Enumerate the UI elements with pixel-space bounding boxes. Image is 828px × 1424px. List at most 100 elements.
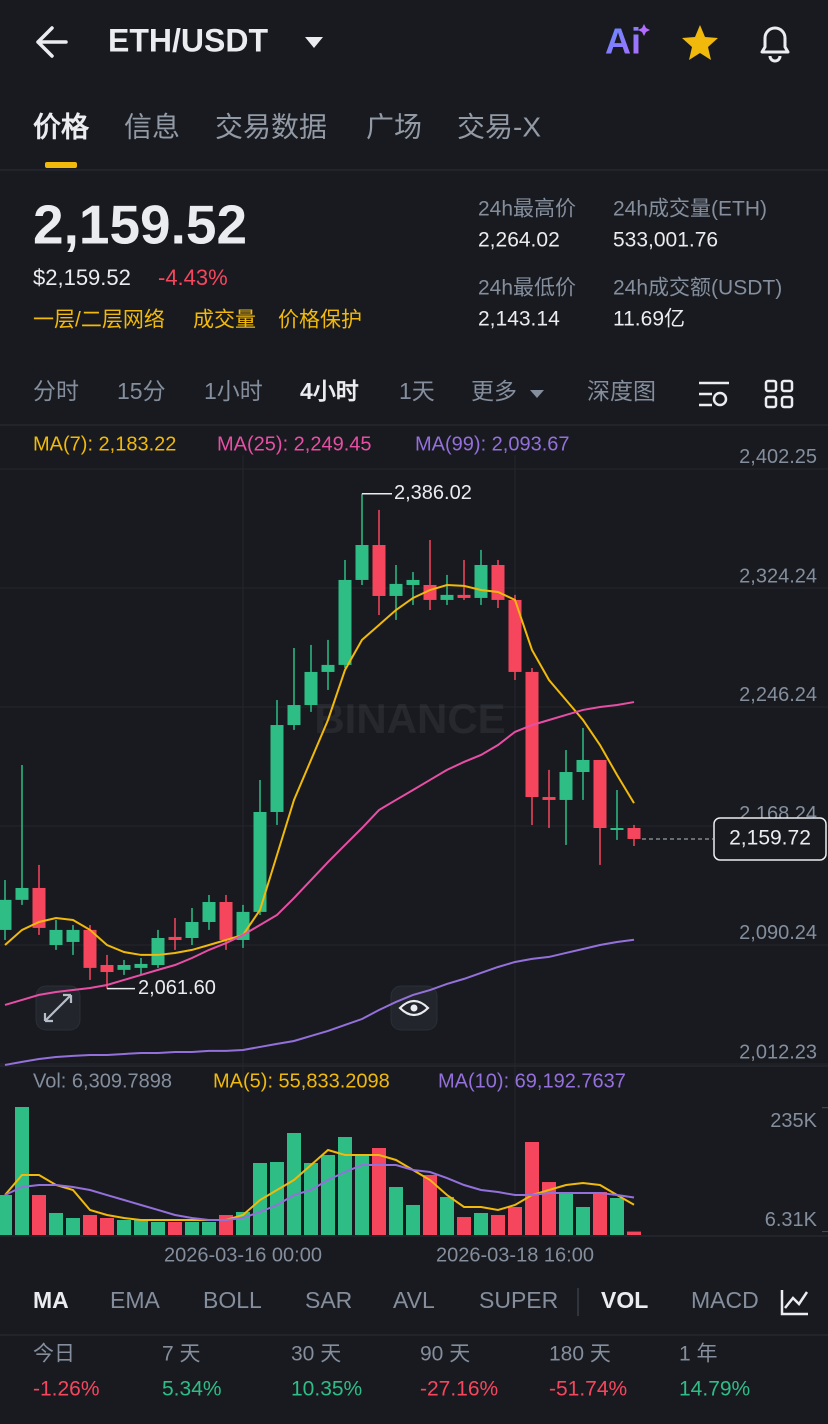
volume-bar — [389, 1187, 403, 1235]
tab[interactable]: 交易数据 — [215, 111, 327, 142]
volume-bar — [134, 1219, 148, 1235]
indicator-tab[interactable]: AVL — [393, 1287, 435, 1313]
indicator-tab[interactable]: SUPER — [479, 1287, 558, 1313]
last-price-label: 2,159.72 — [729, 827, 811, 850]
favorite-star[interactable] — [682, 25, 718, 60]
stat-label: 24h最高价 — [478, 198, 576, 221]
indicator-tab[interactable]: EMA — [110, 1287, 161, 1313]
candle-body — [202, 901, 216, 922]
candle-body — [168, 936, 182, 940]
tab[interactable]: 价格 — [33, 111, 90, 142]
indicator-tab[interactable]: BOLL — [203, 1287, 262, 1313]
y-tick-label: 2,090.24 — [739, 922, 817, 944]
notification-bell[interactable] — [760, 26, 790, 63]
interval-tab[interactable]: 1小时 — [204, 378, 263, 404]
return-value: 10.35% — [291, 1378, 362, 1401]
ai-sparkle — [638, 24, 650, 36]
candle-body — [593, 759, 607, 829]
volume-bar — [525, 1141, 539, 1235]
layout-icon[interactable] — [764, 379, 794, 409]
volume-bar — [32, 1195, 46, 1235]
usd-price: $2,159.52 — [33, 265, 131, 290]
candle-body — [32, 887, 46, 928]
volume-bar — [338, 1137, 352, 1235]
volume-bar — [270, 1161, 284, 1235]
return-label: 今日 — [33, 1343, 75, 1366]
volume-bar — [185, 1222, 199, 1235]
interval-tab[interactable]: 4小时 — [300, 378, 359, 404]
volume-bar — [440, 1196, 454, 1235]
volume-bar — [49, 1213, 63, 1235]
interval-tab[interactable]: 更多 — [471, 378, 517, 404]
indicator-settings-icon[interactable] — [780, 1290, 809, 1316]
return-label: 180 天 — [549, 1343, 611, 1366]
volume-bar — [542, 1182, 556, 1235]
candle-body — [338, 579, 352, 665]
indicator-tab[interactable]: SAR — [305, 1287, 352, 1313]
more-dropdown[interactable] — [530, 390, 544, 398]
y-tick-label: 2,012.23 — [739, 1041, 817, 1063]
volume-bar — [593, 1191, 607, 1235]
indicator-tab[interactable]: VOL — [601, 1287, 648, 1313]
volume-bar — [457, 1217, 471, 1235]
annotation: 2,061.60 — [138, 977, 216, 999]
return-label: 1 年 — [679, 1343, 718, 1366]
candle-body — [559, 772, 573, 800]
candle-body — [610, 828, 624, 830]
indicator-row: MA EMA BOLL SAR AVL SUPER VOL MACD — [33, 1287, 759, 1313]
return-value: -51.74% — [549, 1378, 627, 1401]
tab[interactable]: 交易-X — [457, 111, 541, 142]
feature-tag[interactable]: 成交量 — [193, 309, 256, 332]
stat-label: 24h最低价 — [478, 277, 576, 300]
feature-tag[interactable]: 一层/二层网络 — [33, 309, 165, 332]
volume-bar — [168, 1222, 182, 1235]
pair-dropdown[interactable] — [305, 37, 323, 48]
back-button[interactable] — [36, 26, 68, 58]
candle-body — [304, 671, 318, 706]
interval-tab[interactable]: 分时 — [33, 378, 79, 404]
watermark: BINANCE — [314, 695, 505, 742]
x-tick-label: 2026-03-16 00:00 — [164, 1244, 322, 1266]
interval-tab[interactable]: 15分 — [117, 378, 166, 404]
volume-bar — [372, 1148, 386, 1235]
stat-value: 2,143.14 — [478, 308, 560, 331]
legend-entry: MA(5): 55,833.2098 — [213, 1070, 390, 1092]
candle-body — [49, 929, 63, 946]
ai-button[interactable]: Ai — [605, 21, 641, 62]
volume-bar — [474, 1213, 488, 1235]
candle-body — [253, 811, 267, 912]
stat-label: 24h成交量(ETH) — [613, 198, 767, 221]
feature-tag[interactable]: 价格保护 — [278, 309, 362, 332]
ma-line — [4, 938, 635, 1066]
price-change: -4.43% — [158, 265, 228, 290]
stat-value: 11.69亿 — [613, 308, 685, 331]
candle-body — [0, 899, 12, 930]
candle-body — [287, 705, 301, 726]
tab[interactable]: 广场 — [366, 111, 422, 142]
candle-body — [270, 725, 284, 812]
fullscreen-icon — [43, 993, 73, 1023]
candle-body — [219, 901, 233, 940]
chart-settings-icon[interactable] — [699, 381, 729, 407]
return-value: -27.16% — [420, 1378, 498, 1401]
candle-body — [321, 664, 335, 672]
candle-body — [389, 583, 403, 596]
volume-bar — [66, 1217, 80, 1235]
volume-bar — [627, 1231, 641, 1235]
pair-title[interactable]: ETH/USDT — [108, 22, 268, 58]
tab[interactable]: 信息 — [124, 111, 180, 142]
return-value: 14.79% — [679, 1378, 750, 1401]
indicator-tab[interactable]: MACD — [691, 1287, 759, 1313]
indicator-tab[interactable]: MA — [33, 1287, 69, 1313]
legend-entry: MA(99): 2,093.67 — [415, 433, 570, 455]
volume-bar — [508, 1206, 522, 1235]
candle-body — [100, 965, 114, 973]
interval-tab[interactable]: 1天 — [399, 378, 435, 404]
stat-label: 24h成交额(USDT) — [613, 277, 782, 300]
y-tick-label: 235K — [770, 1110, 817, 1132]
interval-tab[interactable]: 深度图 — [587, 378, 656, 404]
return-value: 5.34% — [162, 1378, 222, 1401]
